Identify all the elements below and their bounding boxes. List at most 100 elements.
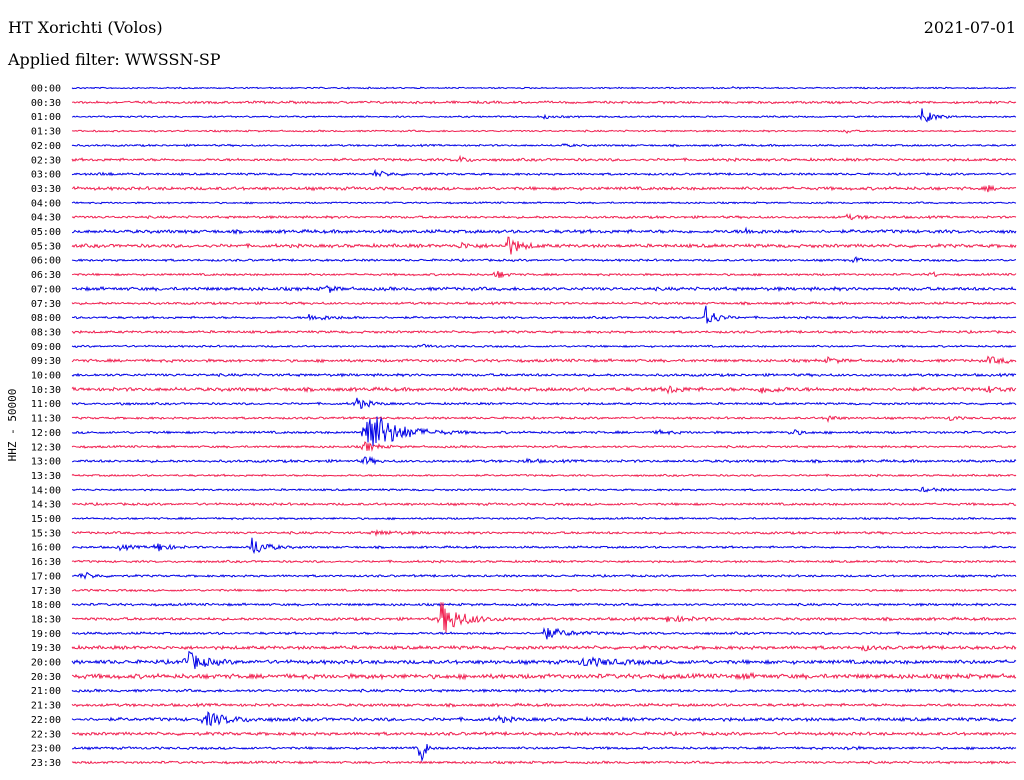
trace-0400 — [71, 201, 1017, 205]
time-tick-label: 22:30 — [31, 729, 61, 740]
trace-0130 — [71, 129, 1017, 135]
time-tick-label: 23:30 — [31, 758, 61, 769]
trace-0830 — [71, 329, 1017, 335]
time-tick-label: 10:00 — [31, 371, 61, 382]
trace-1100 — [71, 397, 1017, 410]
trace-1830 — [71, 602, 1017, 633]
trace-0700 — [71, 285, 1017, 293]
traces-group — [71, 86, 1017, 765]
time-tick-label: 00:30 — [31, 98, 61, 109]
trace-2300 — [71, 743, 1017, 763]
trace-0300 — [71, 168, 1017, 178]
time-tick-label: 09:00 — [31, 342, 61, 353]
time-tick-label: 04:30 — [31, 213, 61, 224]
trace-2100 — [71, 688, 1017, 694]
trace-1500 — [71, 516, 1017, 521]
trace-1700 — [71, 571, 1017, 580]
trace-1030 — [71, 385, 1017, 395]
trace-2330 — [71, 760, 1016, 765]
trace-0200 — [71, 143, 1017, 148]
trace-2200 — [71, 711, 1017, 727]
time-tick-label: 11:30 — [31, 414, 61, 425]
time-tick-label: 15:00 — [31, 514, 61, 525]
tick-labels-group: 00:00 00:30 01:00 01:30 02:00 02:30 03:00 03:30… — [31, 84, 61, 769]
trace-1600 — [71, 537, 1017, 555]
trace-0430 — [71, 213, 1017, 221]
trace-0030 — [71, 99, 1017, 105]
time-tick-label: 21:30 — [31, 701, 61, 712]
time-tick-label: 18:30 — [31, 614, 61, 625]
time-tick-label: 20:30 — [31, 672, 61, 683]
time-tick-label: 12:30 — [31, 442, 61, 453]
time-tick-label: 03:30 — [31, 184, 61, 195]
time-tick-label: 01:30 — [31, 127, 61, 138]
trace-1230 — [71, 441, 1017, 452]
trace-1400 — [71, 486, 1017, 493]
station-title: HT Xorichti (Volos) — [8, 18, 163, 37]
trace-0930 — [71, 355, 1017, 365]
time-tick-label: 16:30 — [31, 557, 61, 568]
time-tick-label: 04:00 — [31, 198, 61, 209]
trace-0630 — [71, 270, 1017, 279]
time-tick-label: 17:00 — [31, 571, 61, 582]
trace-1930 — [71, 644, 1017, 652]
filter-label: Applied filter: WWSSN-SP — [8, 50, 221, 69]
trace-0000 — [71, 86, 1017, 90]
time-tick-label: 00:00 — [31, 84, 61, 95]
time-tick-label: 06:30 — [31, 270, 61, 281]
trace-0500 — [71, 226, 1017, 235]
time-tick-label: 16:00 — [31, 543, 61, 554]
trace-1330 — [71, 473, 1017, 478]
time-tick-label: 08:30 — [31, 327, 61, 338]
trace-1730 — [71, 588, 1017, 593]
time-tick-label: 17:30 — [31, 586, 61, 597]
trace-0100 — [71, 108, 1017, 123]
time-tick-label: 22:00 — [31, 715, 61, 726]
time-tick-label: 09:30 — [31, 356, 61, 367]
time-tick-label: 13:00 — [31, 457, 61, 468]
trace-1000 — [71, 372, 1017, 378]
time-tick-label: 06:00 — [31, 256, 61, 267]
trace-1130 — [71, 415, 1017, 424]
trace-0600 — [71, 256, 1017, 264]
trace-1430 — [71, 501, 1017, 507]
trace-2030 — [71, 671, 1017, 681]
trace-0730 — [71, 300, 1017, 306]
time-tick-label: 13:30 — [31, 471, 61, 482]
y-axis-label: HHZ - 50000 — [6, 389, 19, 462]
trace-0530 — [71, 236, 1017, 255]
trace-0330 — [71, 184, 1017, 193]
time-tick-label: 05:00 — [31, 227, 61, 238]
time-tick-label: 15:30 — [31, 528, 61, 539]
time-tick-label: 14:30 — [31, 500, 61, 511]
trace-1900 — [71, 626, 1017, 640]
trace-1200 — [71, 416, 1017, 447]
time-tick-label: 02:00 — [31, 141, 61, 152]
trace-2130 — [71, 702, 1017, 709]
time-tick-label: 10:30 — [31, 385, 61, 396]
trace-1800 — [71, 602, 1017, 607]
time-tick-label: 21:00 — [31, 686, 61, 697]
time-tick-label: 19:30 — [31, 643, 61, 654]
trace-1630 — [71, 559, 1017, 564]
time-tick-label: 07:30 — [31, 299, 61, 310]
time-tick-label: 01:00 — [31, 112, 61, 123]
trace-0900 — [71, 343, 1017, 349]
time-tick-label: 07:00 — [31, 284, 61, 295]
time-tick-label: 02:30 — [31, 155, 61, 166]
time-tick-label: 12:00 — [31, 428, 61, 439]
trace-0230 — [71, 154, 1017, 163]
time-tick-label: 08:00 — [31, 313, 61, 324]
time-tick-label: 18:00 — [31, 600, 61, 611]
time-tick-label: 03:00 — [31, 170, 61, 181]
time-tick-label: 23:00 — [31, 744, 61, 755]
trace-2230 — [71, 730, 1017, 737]
trace-2000 — [71, 650, 1017, 670]
time-tick-label: 14:00 — [31, 485, 61, 496]
time-tick-label: 11:00 — [31, 399, 61, 410]
time-tick-label: 20:00 — [31, 658, 61, 669]
date-label: 2021-07-01 — [923, 18, 1016, 37]
trace-0800 — [71, 305, 1017, 324]
time-tick-label: 05:30 — [31, 241, 61, 252]
